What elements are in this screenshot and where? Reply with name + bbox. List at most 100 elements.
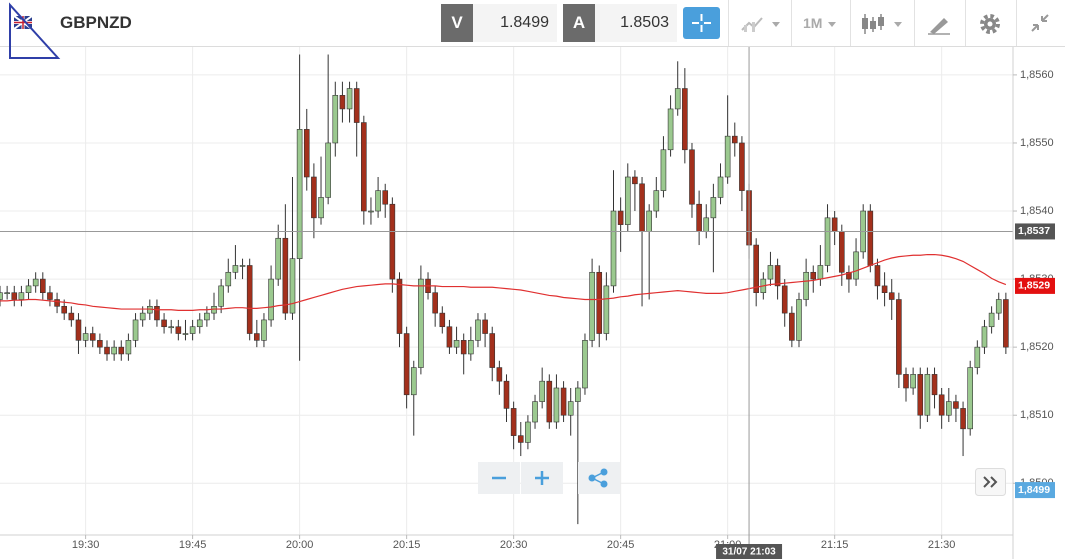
candle-body: [988, 312, 995, 328]
candle-body: [717, 176, 724, 198]
candle-body: [774, 265, 781, 287]
candle-body: [938, 394, 945, 416]
x-tick-label: 21:00: [714, 539, 742, 551]
candle-body: [817, 265, 824, 280]
separator: [791, 0, 792, 46]
flag-icon: [14, 16, 32, 29]
ask-price[interactable]: 1.8503: [595, 4, 677, 42]
separator: [850, 0, 851, 46]
candle-body: [204, 312, 210, 321]
candle-body: [589, 271, 595, 341]
candle-body: [796, 299, 802, 341]
candle-body: [967, 367, 973, 430]
ask-tag[interactable]: A: [563, 4, 595, 42]
candle-body: [225, 271, 232, 287]
candle-body: [239, 265, 246, 267]
share-button[interactable]: [578, 462, 620, 494]
candle-body: [496, 367, 503, 382]
candle-body: [731, 135, 738, 144]
candle-body: [18, 292, 25, 300]
candle-body: [931, 374, 938, 396]
candle-body: [311, 176, 317, 219]
scroll-right-button[interactable]: [975, 468, 1006, 496]
candle-body: [710, 197, 717, 219]
candle-body: [332, 95, 339, 144]
candle-body: [753, 244, 759, 294]
candle-body: [375, 190, 381, 212]
candle-body: [810, 271, 817, 280]
candle-body: [888, 292, 895, 300]
timeframe-arrow[interactable]: [826, 14, 840, 34]
candle-body: [924, 374, 931, 416]
timeframe[interactable]: 1M: [803, 15, 823, 31]
separator: [1016, 0, 1017, 46]
y-tick-label: 1,8500: [1020, 477, 1054, 489]
y-tick-label: 1,8520: [1020, 341, 1054, 353]
symbol[interactable]: GBPNZD: [60, 13, 132, 32]
candle-body: [54, 299, 60, 307]
candle-body: [0, 292, 3, 300]
candle-body: [182, 333, 189, 335]
candle-body: [838, 231, 845, 273]
candle-type-button[interactable]: [860, 12, 906, 36]
chart-type-button[interactable]: [740, 14, 786, 34]
candle-body: [510, 408, 517, 436]
candle-body: [1003, 299, 1009, 348]
candle-body: [211, 306, 217, 314]
candle-body: [410, 367, 417, 396]
crosshair-time-label: 31/07 21:03: [722, 547, 776, 558]
candle-body: [339, 95, 346, 110]
candle-body: [503, 380, 510, 409]
candle-body: [910, 374, 916, 389]
bid-tag[interactable]: V: [441, 4, 473, 42]
collapse-button[interactable]: [1028, 11, 1052, 35]
candle-body: [567, 401, 574, 416]
candle-body: [268, 278, 274, 321]
candle-body: [874, 265, 881, 287]
separator: [965, 0, 966, 46]
ma-price-label: 1,8529: [1018, 280, 1050, 292]
candle-body: [981, 326, 988, 348]
candle-body: [32, 278, 39, 287]
candle-body: [660, 149, 667, 191]
candle-body: [632, 176, 638, 185]
candle-body: [218, 285, 224, 307]
candle-body: [553, 387, 560, 423]
y-tick-label: 1,8510: [1020, 409, 1054, 421]
candle-body: [318, 197, 324, 219]
candle-body: [82, 333, 89, 341]
candle-body: [40, 278, 46, 294]
candle-body: [995, 299, 1002, 314]
candle-body: [425, 278, 431, 294]
candle-body: [418, 278, 424, 368]
candle-body: [746, 190, 752, 246]
candle-body: [460, 340, 467, 355]
candle-body: [724, 135, 731, 178]
candle-body: [532, 401, 538, 423]
candle-body: [853, 251, 859, 280]
candle-body: [403, 333, 410, 396]
candle-body: [139, 312, 146, 321]
candle-body: [682, 88, 688, 151]
candle-body: [953, 401, 959, 409]
candle-body: [4, 292, 10, 295]
candle-body: [68, 312, 75, 321]
x-tick-label: 19:30: [72, 539, 100, 551]
candle-body: [575, 387, 581, 402]
candle-body: [596, 271, 603, 334]
crosshair-time-box: [716, 544, 783, 559]
candle-body: [667, 108, 674, 151]
candle-body: [189, 326, 196, 334]
crosshair-button[interactable]: [683, 7, 720, 39]
candle-body: [831, 217, 838, 232]
drawing-tool-button[interactable]: [926, 12, 952, 36]
candle-body: [560, 387, 567, 416]
candle-body: [846, 271, 852, 280]
candle-body: [261, 319, 267, 341]
candle-body: [61, 306, 68, 314]
settings-button[interactable]: [978, 12, 1002, 36]
bid-price[interactable]: 1.8499: [473, 4, 557, 42]
candle-body: [624, 176, 631, 225]
plot-area: [0, 54, 1013, 525]
